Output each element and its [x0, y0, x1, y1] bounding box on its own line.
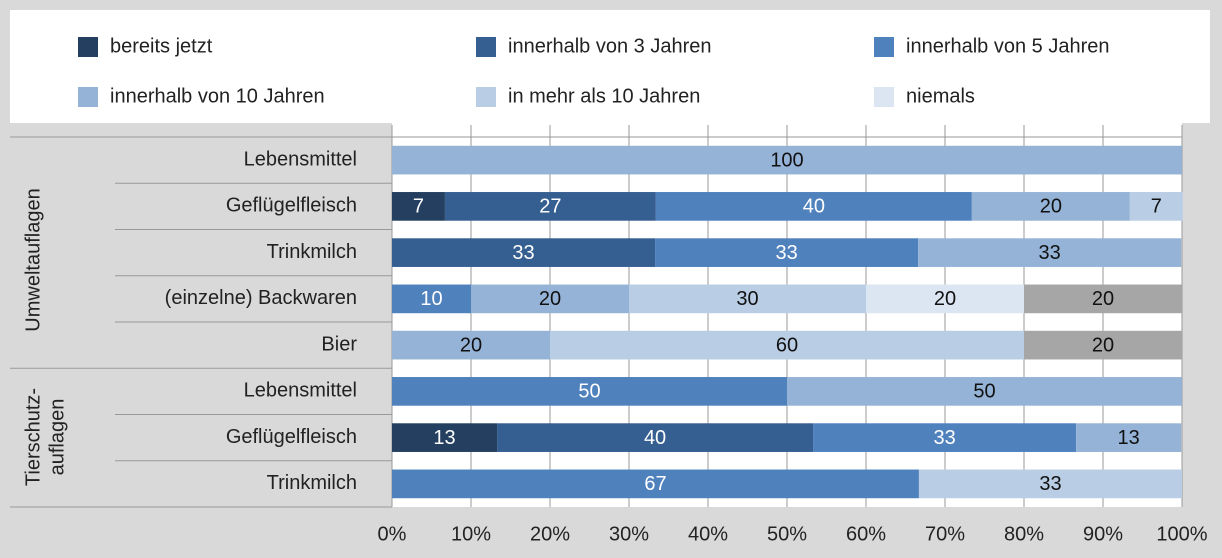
bar-segment	[813, 423, 1077, 452]
legend-label: niemals	[906, 85, 975, 107]
value-label: 7	[413, 196, 424, 218]
bar-segment	[918, 238, 1182, 267]
x-tick-label: 90%	[1083, 523, 1123, 545]
bar-segment	[550, 330, 1024, 360]
group-label: Umweltauflagen	[22, 188, 44, 331]
value-label: 10	[420, 288, 442, 310]
bar-segment	[655, 238, 919, 267]
value-label: 33	[1039, 473, 1061, 495]
legend-swatch	[476, 87, 496, 107]
x-tick-label: 10%	[451, 523, 491, 545]
value-label: 20	[460, 334, 482, 356]
category-label: Bier	[321, 333, 357, 355]
bar-segment	[392, 423, 498, 452]
bar-segment	[1024, 284, 1182, 314]
value-label: 20	[539, 288, 561, 310]
value-label: 20	[1092, 288, 1114, 310]
x-tick-label: 30%	[609, 523, 649, 545]
value-label: 30	[736, 288, 758, 310]
bar-segment	[444, 192, 656, 221]
value-label: 60	[776, 334, 798, 356]
value-label: 33	[933, 427, 955, 449]
bar-segment	[1024, 330, 1182, 360]
x-tick-label: 80%	[1004, 523, 1044, 545]
legend-label: bereits jetzt	[110, 35, 213, 57]
value-label: 40	[644, 427, 666, 449]
x-tick-label: 20%	[530, 523, 570, 545]
legend-label: in mehr als 10 Jahren	[508, 85, 700, 107]
bar-segment	[392, 238, 656, 267]
bar-segment	[1129, 192, 1183, 221]
bar-segment	[655, 192, 972, 221]
x-tick-label: 60%	[846, 523, 886, 545]
bar-segment	[392, 192, 445, 221]
category-label: Trinkmilch	[267, 241, 357, 263]
value-label: 13	[1118, 427, 1140, 449]
value-label: 27	[539, 196, 561, 218]
x-tick-label: 100%	[1156, 523, 1207, 545]
bar-segment	[866, 284, 1024, 314]
value-label: 33	[512, 242, 534, 264]
legend-label: innerhalb von 5 Jahren	[906, 35, 1109, 57]
category-label: Trinkmilch	[267, 472, 357, 494]
x-tick-label: 70%	[925, 523, 965, 545]
bar-segment	[392, 330, 550, 360]
legend-swatch	[78, 37, 98, 57]
legend-box	[10, 10, 1210, 123]
x-tick-label: 0%	[378, 523, 407, 545]
bar-segment	[787, 377, 1182, 406]
value-label: 100	[770, 149, 803, 171]
bar-segment	[392, 284, 471, 314]
value-label: 50	[578, 381, 600, 403]
x-tick-label: 40%	[688, 523, 728, 545]
category-label: Geflügelfleisch	[226, 426, 357, 448]
category-label: (einzelne) Backwaren	[165, 287, 357, 309]
x-tick-label: 50%	[767, 523, 807, 545]
value-label: 67	[644, 473, 666, 495]
value-label: 20	[1040, 196, 1062, 218]
bar-segment	[918, 469, 1182, 499]
category-label: Lebensmittel	[244, 148, 357, 170]
legend-swatch	[476, 37, 496, 57]
legend-label: innerhalb von 3 Jahren	[508, 35, 711, 57]
value-label: 33	[775, 242, 797, 264]
category-label: Lebensmittel	[244, 380, 357, 402]
value-label: 7	[1151, 196, 1162, 218]
value-label: 20	[934, 288, 956, 310]
group-label: Tierschutz-	[22, 388, 44, 486]
bar-segment	[392, 377, 787, 406]
bar-segment	[471, 284, 629, 314]
category-label: Geflügelfleisch	[226, 195, 357, 217]
bar-segment	[629, 284, 866, 314]
value-label: 13	[433, 427, 455, 449]
legend-swatch	[874, 37, 894, 57]
value-label: 50	[973, 381, 995, 403]
legend-swatch	[78, 87, 98, 107]
bar-segment	[971, 192, 1130, 221]
value-label: 40	[803, 196, 825, 218]
bar-segment	[392, 145, 1182, 175]
group-label: auflagen	[46, 399, 68, 476]
bar-segment	[1076, 423, 1182, 452]
value-label: 20	[1092, 334, 1114, 356]
bar-segment	[497, 423, 814, 452]
value-label: 33	[1039, 242, 1061, 264]
bar-segment	[392, 469, 919, 499]
legend-swatch	[874, 87, 894, 107]
legend-label: innerhalb von 10 Jahren	[110, 85, 325, 107]
